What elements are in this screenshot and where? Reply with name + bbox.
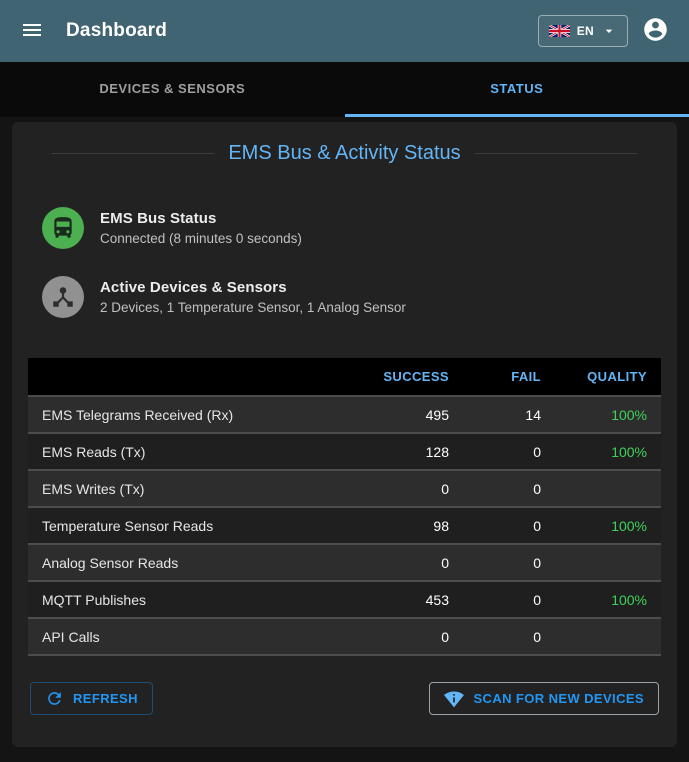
appbar-actions: EN bbox=[537, 10, 675, 52]
tab-status[interactable]: STATUS bbox=[344, 62, 689, 117]
metric-label-cell: MQTT Publishes bbox=[28, 580, 371, 618]
scan-devices-button-label: SCAN FOR NEW DEVICES bbox=[473, 691, 644, 706]
refresh-button-label: REFRESH bbox=[73, 691, 138, 706]
fail-cell: 0 bbox=[463, 432, 555, 470]
fail-cell: 0 bbox=[463, 543, 555, 581]
quality-cell: 100% bbox=[555, 395, 661, 433]
language-selector[interactable]: EN bbox=[537, 15, 628, 47]
title-divider-right bbox=[474, 153, 637, 154]
device-hub-icon bbox=[42, 276, 84, 318]
active-devices-title: Active Devices & Sensors bbox=[100, 279, 287, 296]
refresh-icon bbox=[45, 689, 64, 708]
bus-icon bbox=[42, 207, 84, 249]
status-list: EMS Bus Status Connected (8 minutes 0 se… bbox=[42, 207, 661, 318]
success-cell: 128 bbox=[371, 432, 463, 470]
fail-cell: 0 bbox=[463, 469, 555, 507]
metric-label-cell: API Calls bbox=[28, 617, 371, 656]
table-row: API Calls 0 0 bbox=[28, 617, 661, 656]
fail-cell: 14 bbox=[463, 395, 555, 433]
ems-bus-status-title: EMS Bus Status bbox=[100, 210, 217, 227]
page-title: Dashboard bbox=[66, 20, 168, 41]
fail-cell: 0 bbox=[463, 506, 555, 544]
success-cell: 0 bbox=[371, 617, 463, 656]
metric-label-cell: Analog Sensor Reads bbox=[28, 543, 371, 581]
table-row: EMS Reads (Tx) 128 0 100% bbox=[28, 432, 661, 470]
refresh-button[interactable]: REFRESH bbox=[30, 682, 153, 715]
metric-label-cell: EMS Telegrams Received (Rx) bbox=[28, 395, 371, 433]
fail-cell: 0 bbox=[463, 617, 555, 656]
app-bar: Dashboard EN bbox=[0, 0, 689, 62]
account-circle-icon bbox=[642, 16, 669, 46]
menu-icon bbox=[20, 18, 44, 45]
fail-cell: 0 bbox=[463, 580, 555, 618]
main-content: EMS Bus & Activity Status EMS Bus Status… bbox=[0, 117, 689, 762]
metric-label-cell: EMS Reads (Tx) bbox=[28, 432, 371, 470]
quality-column-header: QUALITY bbox=[555, 358, 661, 396]
tab-bar: DEVICES & SENSORS STATUS bbox=[0, 62, 689, 117]
quality-cell bbox=[555, 469, 661, 507]
table-header-row: SUCCESS FAIL QUALITY bbox=[28, 358, 661, 396]
metric-column-header bbox=[28, 358, 371, 396]
scan-devices-button[interactable]: SCAN FOR NEW DEVICES bbox=[429, 682, 659, 715]
activity-table: SUCCESS FAIL QUALITY EMS Telegrams Recei… bbox=[28, 358, 661, 656]
menu-button[interactable] bbox=[14, 12, 50, 51]
chevron-down-icon bbox=[601, 23, 617, 39]
ems-bus-status-text: EMS Bus Status Connected (8 minutes 0 se… bbox=[100, 210, 302, 246]
ems-bus-status-subtitle: Connected (8 minutes 0 seconds) bbox=[100, 231, 302, 246]
quality-cell bbox=[555, 617, 661, 656]
table-row: EMS Telegrams Received (Rx) 495 14 100% bbox=[28, 395, 661, 433]
ems-bus-status-item: EMS Bus Status Connected (8 minutes 0 se… bbox=[42, 207, 661, 249]
active-devices-text: Active Devices & Sensors 2 Devices, 1 Te… bbox=[100, 279, 406, 315]
table-row: EMS Writes (Tx) 0 0 bbox=[28, 469, 661, 507]
success-cell: 0 bbox=[371, 469, 463, 507]
scan-wifi-icon bbox=[444, 689, 465, 709]
metric-label-cell: EMS Writes (Tx) bbox=[28, 469, 371, 507]
quality-cell bbox=[555, 543, 661, 581]
success-cell: 495 bbox=[371, 395, 463, 433]
title-divider-left bbox=[52, 153, 215, 154]
active-devices-subtitle: 2 Devices, 1 Temperature Sensor, 1 Analo… bbox=[100, 300, 406, 315]
card-actions: REFRESH SCAN FOR NEW DEVICES bbox=[28, 682, 661, 715]
card-title-row: EMS Bus & Activity Status bbox=[52, 142, 637, 165]
user-menu-button[interactable] bbox=[636, 10, 675, 52]
fail-column-header: FAIL bbox=[463, 358, 555, 396]
table-row: MQTT Publishes 453 0 100% bbox=[28, 580, 661, 618]
language-label: EN bbox=[576, 24, 594, 38]
success-cell: 453 bbox=[371, 580, 463, 618]
quality-cell: 100% bbox=[555, 432, 661, 470]
success-column-header: SUCCESS bbox=[371, 358, 463, 396]
table-row: Analog Sensor Reads 0 0 bbox=[28, 543, 661, 581]
quality-cell: 100% bbox=[555, 506, 661, 544]
card-title: EMS Bus & Activity Status bbox=[228, 142, 461, 164]
success-cell: 98 bbox=[371, 506, 463, 544]
metric-label-cell: Temperature Sensor Reads bbox=[28, 506, 371, 544]
table-row: Temperature Sensor Reads 98 0 100% bbox=[28, 506, 661, 544]
uk-flag-icon bbox=[548, 25, 570, 37]
active-devices-item: Active Devices & Sensors 2 Devices, 1 Te… bbox=[42, 276, 661, 318]
success-cell: 0 bbox=[371, 543, 463, 581]
quality-cell: 100% bbox=[555, 580, 661, 618]
tab-devices-sensors[interactable]: DEVICES & SENSORS bbox=[99, 80, 246, 96]
status-card: EMS Bus & Activity Status EMS Bus Status… bbox=[12, 122, 677, 747]
